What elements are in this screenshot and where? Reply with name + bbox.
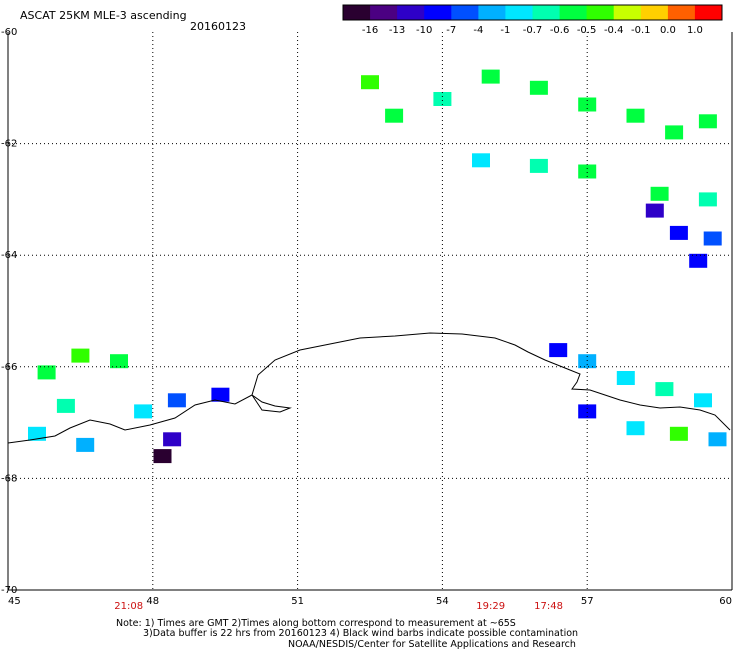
colorbar-tick-label: -0.1 bbox=[631, 25, 651, 36]
x-tick-label: 48 bbox=[146, 596, 159, 607]
colorbar-swatch bbox=[451, 5, 479, 20]
data-cell bbox=[665, 125, 684, 140]
data-cell bbox=[37, 365, 56, 380]
data-cell bbox=[645, 203, 664, 218]
data-cell bbox=[167, 393, 186, 408]
data-cell bbox=[76, 437, 95, 452]
y-tick-label: -64 bbox=[1, 250, 17, 261]
data-cell bbox=[28, 426, 46, 441]
grid bbox=[8, 32, 732, 590]
colorbar-tick-label: -0.7 bbox=[523, 25, 543, 36]
data-cell bbox=[385, 108, 404, 123]
colorbar-swatch bbox=[667, 5, 696, 20]
colorbar-tick-label: -0.6 bbox=[550, 25, 570, 36]
colorbar-swatch bbox=[532, 5, 561, 20]
data-cell bbox=[211, 387, 230, 402]
data-cell bbox=[549, 343, 568, 358]
data-cell bbox=[134, 404, 153, 419]
colorbar-swatch bbox=[505, 5, 533, 20]
data-cell bbox=[698, 192, 717, 207]
data-cell bbox=[703, 231, 722, 246]
x-tick-label: 54 bbox=[436, 596, 449, 607]
y-tick-label: -60 bbox=[1, 27, 17, 38]
colorbar-swatch bbox=[370, 5, 398, 20]
y-tick-label: -66 bbox=[1, 362, 17, 373]
colorbar-tick-label: -0.5 bbox=[577, 25, 597, 36]
x-tick-labels: 45 48 51 54 57 60 bbox=[8, 596, 732, 607]
colorbar-frame bbox=[342, 4, 723, 21]
data-cells bbox=[28, 69, 727, 464]
data-cell bbox=[626, 421, 645, 436]
data-cell bbox=[650, 186, 669, 201]
data-cell bbox=[578, 404, 597, 419]
y-tick-label: -62 bbox=[1, 139, 17, 150]
data-cell bbox=[56, 398, 75, 413]
data-cell bbox=[529, 158, 548, 173]
colorbar-swatch bbox=[613, 5, 642, 20]
data-cell bbox=[616, 371, 635, 385]
colorbar-tick-label: -7 bbox=[446, 25, 456, 36]
x-tick-label: 60 bbox=[719, 596, 732, 607]
y-tick-labels: -60 -62 -64 -66 -68 -70 bbox=[1, 27, 17, 596]
data-cell bbox=[698, 114, 717, 129]
colorbar-tick-label: -4 bbox=[473, 25, 483, 36]
data-cell bbox=[163, 432, 182, 447]
colorbar-swatch bbox=[424, 5, 452, 20]
colorbar-swatch bbox=[694, 5, 723, 20]
chart-title: ASCAT 25KM MLE-3 ascending bbox=[20, 9, 187, 22]
time-label: 21:08 bbox=[114, 601, 143, 612]
data-cell bbox=[481, 69, 500, 84]
colorbar-tick-label: 1.0 bbox=[687, 25, 703, 36]
coastline-island bbox=[251, 394, 292, 413]
colorbar-swatch bbox=[343, 5, 371, 20]
colorbar-tick-label: -10 bbox=[416, 25, 432, 36]
data-cell bbox=[110, 354, 128, 369]
time-label: 19:29 bbox=[476, 601, 505, 612]
y-tick-label: -70 bbox=[1, 585, 17, 596]
note-line-3: NOAA/NESDIS/Center for Satellite Applica… bbox=[288, 639, 576, 650]
colorbar-tick-label: 0.0 bbox=[660, 25, 676, 36]
data-cell bbox=[433, 92, 452, 106]
time-label: 17:48 bbox=[534, 601, 563, 612]
x-tick-label: 57 bbox=[581, 596, 594, 607]
x-tick-label: 45 bbox=[8, 596, 21, 607]
colorbar-tick-label: -16 bbox=[362, 25, 378, 36]
colorbar-swatch bbox=[559, 5, 588, 20]
data-cell bbox=[708, 432, 727, 447]
data-cell bbox=[689, 253, 708, 268]
colorbar-tick-label: -0.4 bbox=[604, 25, 624, 36]
x-tick-label: 51 bbox=[291, 596, 304, 607]
data-cell bbox=[153, 449, 172, 464]
data-cell bbox=[669, 225, 688, 240]
data-cell bbox=[626, 108, 645, 123]
data-cell bbox=[578, 354, 597, 369]
time-labels: 21:08 19:29 17:48 bbox=[114, 601, 563, 612]
note-line-2: 3)Data buffer is 22 hrs from 20160123 4)… bbox=[143, 628, 578, 639]
colorbar: -16 -13 -10 -7 -4 -1 -0.7 -0.6 -0.5 -0.4 -0.1 0.0 1.… bbox=[342, 4, 723, 36]
note-line-1: Note: 1) Times are GMT 2)Times along bot… bbox=[116, 618, 516, 629]
data-cell bbox=[694, 393, 712, 408]
colorbar-swatch bbox=[586, 5, 615, 20]
data-cell bbox=[71, 348, 90, 363]
coastline bbox=[7, 332, 731, 444]
colorbar-swatch bbox=[397, 5, 425, 20]
data-cell bbox=[578, 164, 597, 179]
colorbar-swatch bbox=[478, 5, 506, 20]
data-cell bbox=[472, 153, 490, 168]
colorbar-swatch bbox=[640, 5, 669, 20]
chart-date: 20160123 bbox=[190, 20, 246, 33]
y-tick-label: -68 bbox=[1, 473, 17, 484]
data-cell bbox=[655, 382, 674, 397]
colorbar-tick-label: -13 bbox=[389, 25, 405, 36]
data-cell bbox=[361, 75, 379, 90]
data-cell bbox=[669, 426, 688, 441]
colorbar-tick-label: -1 bbox=[500, 25, 510, 36]
data-cell bbox=[529, 80, 548, 95]
